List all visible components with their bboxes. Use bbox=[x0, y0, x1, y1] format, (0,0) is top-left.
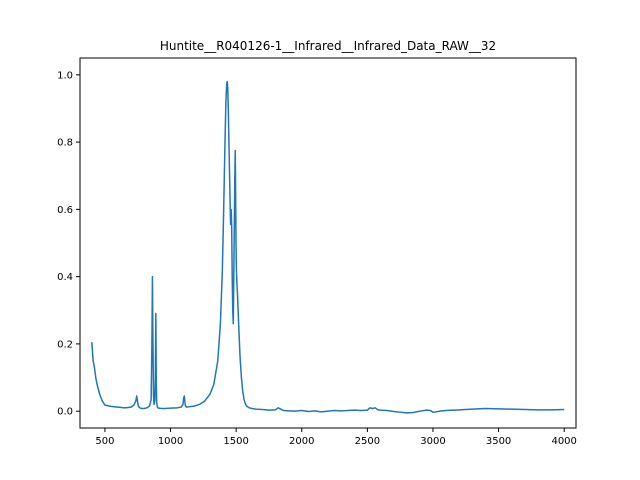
x-tick-label: 1000 bbox=[158, 436, 183, 447]
axes-frame bbox=[79, 57, 577, 429]
y-tick-label: 0.8 bbox=[57, 138, 73, 149]
x-tick-label: 2000 bbox=[289, 436, 314, 447]
y-tick-label: 1.0 bbox=[57, 70, 73, 81]
y-tick-label: 0.4 bbox=[57, 272, 73, 283]
plot-area bbox=[91, 80, 565, 414]
y-tick-label: 0.2 bbox=[57, 339, 73, 350]
series-line-0 bbox=[91, 80, 565, 414]
y-tick-label: 0.0 bbox=[57, 407, 73, 418]
x-tick-label: 4000 bbox=[551, 436, 576, 447]
x-tick-label: 2500 bbox=[355, 436, 380, 447]
y-tick-label: 0.6 bbox=[57, 205, 73, 216]
x-tick-label: 500 bbox=[95, 436, 114, 447]
x-tick-label: 1500 bbox=[223, 436, 248, 447]
x-tick-label: 3500 bbox=[486, 436, 511, 447]
x-tick-label: 3000 bbox=[420, 436, 445, 447]
chart-title: Huntite__R040126-1__Infrared__Infrared_D… bbox=[160, 39, 496, 53]
y-axis: 0.0 0.2 0.4 0.6 0.8 1.0 bbox=[57, 70, 80, 418]
x-axis: 500 1000 1500 2000 2500 3000 3500 4000 bbox=[95, 428, 577, 447]
